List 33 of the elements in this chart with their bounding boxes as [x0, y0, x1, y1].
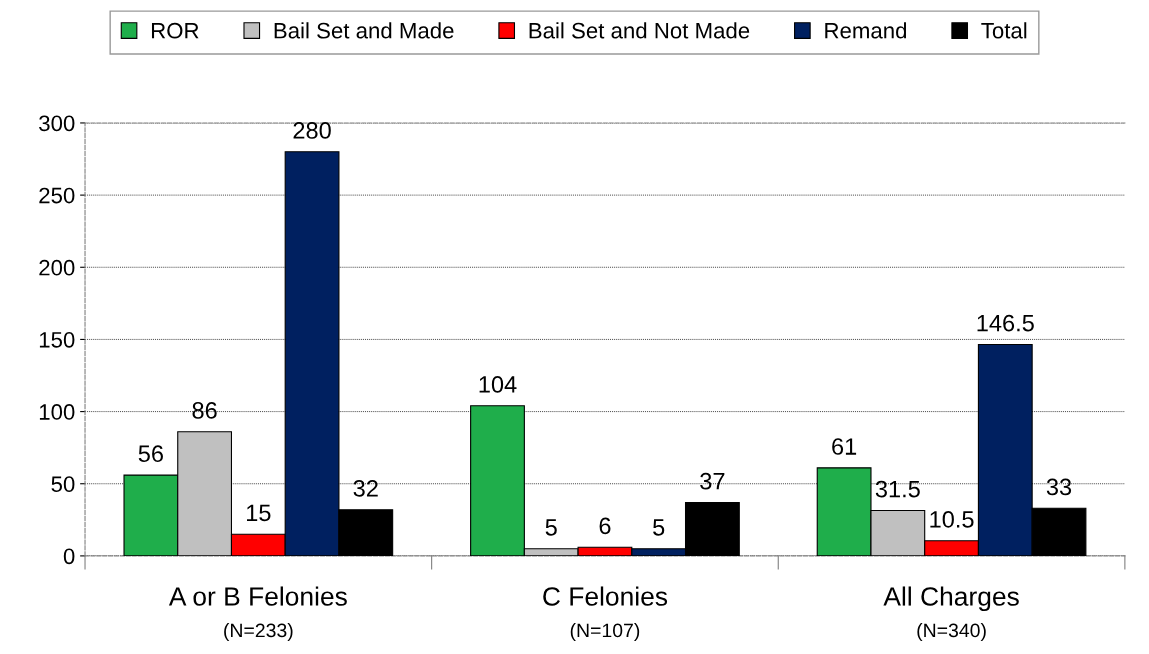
y-tick-label: 100	[39, 404, 75, 420]
data-label: 104	[479, 376, 517, 393]
y-tick-label: 0	[63, 548, 75, 565]
x-tick-label: C Felonies	[543, 586, 668, 606]
text: (N=340)	[917, 623, 986, 642]
x-tick-label: A or B Felonies	[168, 586, 347, 606]
data-label: 61	[832, 438, 857, 455]
text: (N=233)	[224, 623, 293, 642]
legend-label: Bail Set and Made	[274, 22, 454, 39]
legend-label: Bail Set and Not Made	[529, 22, 750, 39]
data-label: 6	[599, 517, 611, 535]
data-label: 37	[700, 472, 725, 490]
data-label: 15	[247, 504, 271, 522]
y-tick-label: 50	[51, 476, 75, 493]
y-tick-label: 200	[39, 259, 75, 276]
legend-label: Remand	[825, 22, 907, 39]
data-label: 5	[545, 519, 557, 536]
x-tick-label: All Charges	[883, 586, 1019, 612]
text: (N=107)	[570, 623, 640, 642]
data-label: 33	[1046, 478, 1072, 496]
data-label: 146.5	[977, 314, 1034, 332]
data-label: 86	[192, 402, 217, 419]
data-label: 31.5	[875, 480, 920, 498]
data-label: 32	[353, 480, 378, 497]
data-label: 5	[653, 519, 665, 536]
legend-label: Total	[981, 22, 1027, 39]
data-label: 10.5	[930, 511, 974, 528]
y-tick-label: 300	[39, 115, 75, 132]
y-tick-label: 150	[39, 331, 75, 348]
data-label: 280	[293, 122, 331, 139]
legend-label: ROR	[151, 22, 199, 39]
y-tick-label: 250	[39, 187, 75, 204]
data-label: 56	[138, 445, 163, 463]
